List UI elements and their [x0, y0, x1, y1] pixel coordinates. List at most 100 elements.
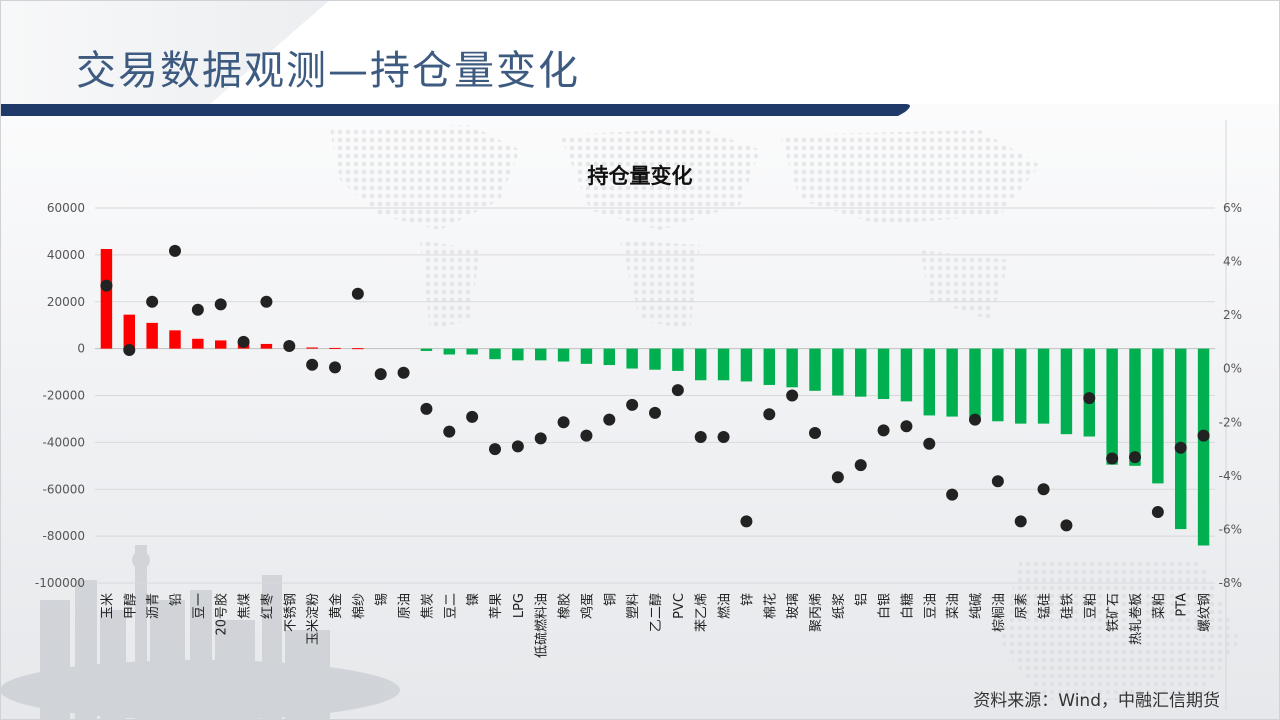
- data-point: [1129, 451, 1141, 464]
- data-point: [237, 335, 250, 348]
- x-tick-label: 焦煤: [238, 593, 253, 619]
- data-point: [191, 303, 204, 316]
- x-tick-label: 菜粕: [1152, 593, 1167, 619]
- bar: [100, 249, 113, 349]
- data-point: [877, 424, 890, 437]
- y-tick-label: 20000: [47, 295, 85, 309]
- y-tick-label: 0: [77, 342, 85, 356]
- y2-tick-label: 6%: [1223, 201, 1242, 215]
- data-point: [1037, 483, 1050, 496]
- x-tick-label: 镍: [466, 593, 481, 606]
- bar: [557, 348, 570, 362]
- data-point: [740, 515, 753, 528]
- data-point: [397, 366, 410, 379]
- data-point: [946, 488, 959, 501]
- x-tick-label: 苯乙烯: [695, 593, 710, 632]
- y2-tick-label: -2%: [1219, 415, 1242, 429]
- bar: [329, 347, 341, 349]
- bar: [420, 348, 433, 351]
- data-point: [1014, 515, 1027, 528]
- x-tick-label: LPG: [512, 593, 527, 618]
- y-tick-label: -20000: [42, 389, 85, 403]
- bar: [603, 348, 615, 366]
- x-tick-label: 黄金: [328, 593, 344, 619]
- bar: [900, 348, 913, 402]
- data-point: [420, 402, 433, 415]
- data-point: [534, 432, 547, 445]
- x-tick-label: 菜油: [946, 593, 961, 619]
- x-tick-label: 豆二: [443, 593, 458, 619]
- data-point: [763, 408, 776, 421]
- data-point: [694, 431, 707, 444]
- x-tick-label: 燃油: [717, 593, 733, 619]
- bar: [146, 322, 158, 349]
- x-tick-label: 棕榈油: [992, 593, 1007, 632]
- bar: [649, 348, 661, 370]
- data-point: [603, 413, 616, 426]
- world-map-decoration: [330, 125, 1240, 700]
- chart-title: 持仓量变化: [587, 164, 693, 188]
- data-point: [1060, 519, 1073, 532]
- bar: [923, 348, 935, 416]
- x-tick-label: 沥青: [146, 593, 161, 619]
- bar: [489, 348, 501, 360]
- x-tick-label: 玉米淀粉: [306, 593, 321, 645]
- title-shadow-band: [0, 0, 330, 104]
- bar: [832, 348, 844, 396]
- data-point: [991, 475, 1004, 488]
- bar: [1175, 348, 1187, 530]
- data-point: [900, 420, 913, 433]
- data-point: [717, 431, 730, 444]
- x-tick-label: PVC: [672, 593, 687, 619]
- x-tick-label: 豆油: [923, 593, 938, 619]
- x-tick-label: 原油: [398, 593, 413, 619]
- bar: [352, 348, 364, 350]
- bar: [1106, 348, 1118, 465]
- x-tick-label: 鸡蛋: [579, 593, 595, 619]
- data-point: [489, 443, 501, 456]
- y2-tick-label: -4%: [1219, 469, 1242, 483]
- x-tick-label: 玻璃: [786, 593, 801, 619]
- y-tick-label: 40000: [47, 248, 85, 262]
- x-tick-label: 低硫燃料油: [534, 593, 550, 658]
- x-tick-label: 热轧卷板: [1128, 593, 1144, 645]
- y-tick-label: -100000: [35, 576, 85, 590]
- bar: [626, 348, 638, 369]
- x-tick-label: 苹果: [489, 593, 504, 619]
- x-tick-label: 铜: [603, 593, 618, 606]
- bar: [123, 314, 135, 349]
- data-point: [374, 368, 387, 381]
- y2-tick-label: -8%: [1219, 576, 1242, 590]
- title-underline-bar: [0, 104, 910, 116]
- data-point: [329, 361, 341, 374]
- data-point: [1083, 392, 1096, 405]
- data-point: [306, 358, 319, 371]
- data-point: [671, 384, 684, 397]
- data-point: [260, 295, 273, 308]
- y-tick-label: -40000: [42, 435, 85, 449]
- x-tick-label: 棉花: [762, 593, 778, 619]
- bar: [260, 343, 273, 349]
- data-point: [580, 429, 593, 442]
- bar: [1129, 348, 1141, 466]
- bar: [786, 348, 798, 388]
- data-point: [809, 427, 821, 439]
- bar: [192, 338, 204, 349]
- data-point: [214, 298, 227, 311]
- data-point: [443, 425, 456, 438]
- data-point: [511, 440, 524, 453]
- source-note: 资料来源：Wind，中融汇信期货: [973, 691, 1220, 711]
- bar: [1152, 348, 1164, 484]
- x-tick-label: 纸浆: [832, 593, 847, 619]
- bar: [1060, 348, 1073, 435]
- bar: [740, 348, 753, 382]
- bar: [969, 348, 981, 418]
- data-point: [466, 410, 479, 423]
- bar: [535, 348, 547, 361]
- bar: [672, 348, 684, 371]
- data-point: [1197, 429, 1210, 442]
- x-tick-label: 尿素: [1015, 593, 1030, 619]
- x-tick-label: 乙二醇: [648, 593, 664, 632]
- bar: [1015, 348, 1027, 424]
